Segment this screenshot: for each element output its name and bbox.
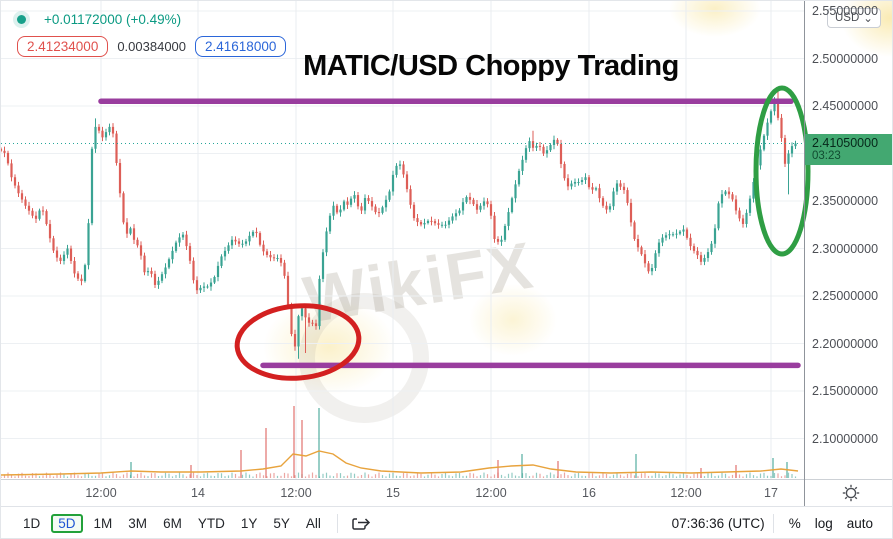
- price-tick-label: 2.35000000: [812, 194, 879, 208]
- range-button-1m[interactable]: 1M: [93, 516, 113, 531]
- range-selector: 1D 5D 1M 3M 6M YTD 1Y 5Y All: [15, 514, 329, 533]
- spread-value: 0.00384000: [117, 39, 187, 54]
- range-button-3m[interactable]: 3M: [128, 516, 148, 531]
- range-button-5d[interactable]: 5D: [51, 514, 83, 533]
- gear-icon[interactable]: [841, 483, 861, 503]
- volume-ma-line: [1, 450, 799, 476]
- price-tick-label: 2.45000000: [812, 99, 879, 113]
- range-button-1d[interactable]: 1D: [23, 516, 41, 531]
- time-tick-label: 12:00: [280, 486, 312, 500]
- price-tick-label: 2.25000000: [812, 289, 879, 303]
- red-circle-annotation: [234, 303, 362, 381]
- time-tick-label: 12:00: [670, 486, 702, 500]
- market-status-dot: [17, 14, 26, 24]
- price-tick-label: 2.10000000: [812, 431, 879, 446]
- scale-mode-buttons: % log auto: [782, 514, 880, 533]
- go-to-date-icon[interactable]: [350, 514, 372, 534]
- time-tick-label: 14: [191, 486, 205, 500]
- chart-toolbar: 1D 5D 1M 3M 6M YTD 1Y 5Y All 07:36:36 (UTC) % log…: [1, 506, 892, 538]
- range-button-all[interactable]: All: [305, 516, 321, 531]
- price-tick-label: 2.20000000: [812, 336, 879, 351]
- time-axis[interactable]: 12:00 14 12:00 15 12:00 16 12:00 17: [1, 479, 892, 507]
- time-tick-label: 12:00: [475, 486, 507, 500]
- price-tick-label: 2.55000000: [812, 4, 879, 18]
- current-price-value: 2.41050000: [812, 135, 879, 150]
- toolbar-divider: [336, 514, 338, 533]
- range-button-ytd[interactable]: YTD: [197, 516, 225, 531]
- ask-price-box[interactable]: 2.41618000: [195, 36, 287, 57]
- price-tick-label: 2.30000000: [812, 241, 879, 256]
- time-tick-label: 17: [764, 486, 778, 500]
- range-button-5y[interactable]: 5Y: [273, 516, 290, 531]
- price-tick-label: 2.15000000: [812, 384, 879, 398]
- scale-mode-percent[interactable]: %: [788, 516, 801, 531]
- volume-series: [1, 406, 797, 478]
- utc-clock: 07:36:36 (UTC): [671, 516, 765, 531]
- bid-price-box[interactable]: 2.41234000: [17, 36, 109, 57]
- scale-mode-auto[interactable]: auto: [846, 516, 873, 531]
- chart-title: MATIC/USD Choppy Trading: [303, 50, 679, 82]
- current-price-badge: 2.41050000 03:23: [805, 133, 892, 165]
- time-tick-label: 16: [582, 486, 596, 500]
- candlestick-chart: [1, 1, 811, 479]
- price-tick-label: 2.50000000: [812, 51, 879, 66]
- time-tick-label: 15: [386, 486, 400, 500]
- candlestick-series: [1, 90, 797, 359]
- range-button-6m[interactable]: 6M: [163, 516, 182, 531]
- symbol-legend: +0.01172000 (+0.49%) 2.41234000 0.003840…: [17, 8, 287, 57]
- current-price-countdown: 03:23: [812, 149, 841, 162]
- time-tick-label: 12:00: [85, 486, 117, 500]
- grid: [1, 1, 804, 479]
- price-axis[interactable]: 2.41050000 03:23 USD ⌄ 2.55000000 2.50000…: [804, 1, 892, 506]
- green-ellipse-annotation: [753, 85, 811, 257]
- range-button-1y[interactable]: 1Y: [240, 516, 258, 531]
- toolbar-divider: [772, 514, 774, 533]
- price-change-text: +0.01172000 (+0.49%): [44, 11, 182, 27]
- scale-mode-log[interactable]: log: [814, 516, 833, 531]
